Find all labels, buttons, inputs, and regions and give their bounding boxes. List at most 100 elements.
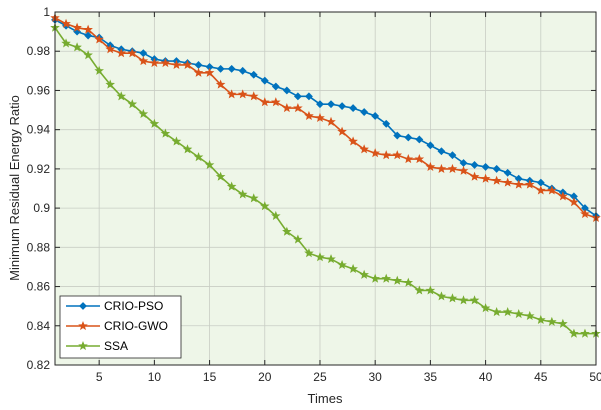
data-point — [426, 141, 435, 150]
data-point — [193, 67, 204, 77]
data-point — [138, 55, 149, 66]
data-point — [436, 163, 447, 173]
series-layer — [50, 12, 601, 338]
data-point — [271, 97, 281, 107]
data-point — [348, 263, 358, 273]
data-point — [282, 226, 292, 236]
data-point — [470, 161, 479, 169]
data-point — [492, 164, 501, 173]
data-point — [138, 108, 149, 119]
data-point — [304, 248, 314, 258]
y-tick-label: 0.86 — [27, 280, 51, 294]
data-point — [481, 163, 490, 171]
data-point — [248, 193, 259, 203]
data-point — [436, 291, 447, 301]
data-point — [370, 148, 380, 158]
data-point — [282, 86, 291, 95]
data-point — [381, 273, 392, 283]
data-point — [404, 133, 413, 142]
data-point — [359, 269, 369, 279]
data-point — [72, 22, 82, 32]
data-point — [569, 197, 579, 207]
data-point — [327, 100, 335, 109]
data-point — [315, 112, 325, 122]
data-point — [547, 185, 557, 195]
data-point — [448, 151, 457, 160]
data-point — [524, 310, 535, 321]
data-point — [316, 100, 324, 109]
data-point — [558, 318, 568, 328]
axis-ticks: 5 10 15 20 25 30 35 40 45 50 0.82 0.84 0.86 0.88 0.9 0.… — [27, 5, 601, 384]
data-point — [149, 57, 160, 68]
data-point — [349, 104, 358, 113]
data-point — [547, 316, 557, 326]
data-point — [83, 24, 93, 34]
data-point — [458, 295, 469, 305]
x-axis-title: Times — [308, 391, 343, 406]
data-point — [392, 150, 403, 160]
data-point — [293, 103, 303, 113]
legend-label: CRIO-PSO — [104, 299, 163, 313]
data-point — [304, 110, 314, 121]
data-point — [326, 254, 336, 264]
data-point — [61, 38, 71, 48]
data-point — [193, 152, 204, 162]
data-point — [469, 295, 480, 305]
data-point — [171, 59, 182, 70]
data-point — [469, 171, 480, 181]
data-point — [569, 328, 579, 338]
data-point — [259, 97, 270, 107]
data-point — [248, 91, 259, 101]
x-tick-label: 20 — [258, 370, 272, 384]
data-point — [503, 168, 512, 177]
data-point — [182, 59, 193, 70]
data-point — [415, 135, 424, 144]
data-point — [237, 89, 248, 99]
x-tick-label: 5 — [96, 370, 103, 384]
x-tick-label: 50 — [589, 370, 601, 384]
data-point — [447, 163, 458, 173]
data-point — [338, 102, 346, 111]
y-tick-label: 0.98 — [27, 44, 51, 58]
data-point — [249, 70, 258, 79]
data-point — [127, 99, 138, 109]
data-point — [238, 66, 247, 75]
y-tick-label: 1 — [43, 5, 50, 19]
data-point — [160, 128, 171, 138]
data-point — [215, 79, 226, 89]
data-point — [524, 179, 535, 189]
y-tick-label: 0.94 — [27, 123, 51, 137]
data-point — [393, 131, 402, 140]
x-tick-label: 30 — [369, 370, 383, 384]
data-point — [61, 18, 71, 28]
data-point — [259, 201, 270, 211]
data-point — [293, 234, 303, 244]
data-point — [382, 119, 391, 128]
data-point — [182, 144, 193, 154]
data-point — [226, 89, 237, 99]
x-tick-label: 35 — [424, 370, 438, 384]
data-point — [403, 154, 414, 164]
legend: CRIO-PSO CRIO-GWO SSA — [59, 295, 182, 359]
y-tick-label: 0.88 — [27, 240, 51, 254]
series-ssa — [50, 22, 601, 338]
legend-label: CRIO-GWO — [104, 319, 168, 333]
y-tick-label: 0.84 — [27, 319, 51, 333]
data-point — [337, 126, 347, 136]
data-point — [271, 82, 280, 91]
data-point — [558, 191, 568, 201]
data-point — [116, 48, 127, 58]
data-point — [437, 147, 446, 156]
plot-frame — [54, 11, 597, 366]
data-point — [425, 161, 436, 172]
series-crio-pso — [51, 15, 600, 220]
data-point — [204, 159, 215, 170]
data-point — [414, 285, 425, 295]
data-point — [337, 259, 347, 270]
data-point — [480, 303, 491, 313]
legend-label: SSA — [104, 339, 128, 353]
data-point — [116, 91, 127, 101]
data-point — [237, 189, 248, 199]
data-point — [502, 177, 513, 187]
